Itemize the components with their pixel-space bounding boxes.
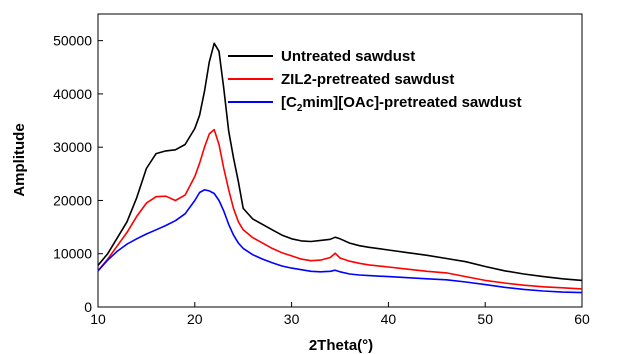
series-layer (97, 42, 583, 294)
x-tick-label: 20 (187, 311, 203, 327)
x-axis-ticks: 10 20 30 40 50 60 (90, 302, 590, 327)
legend-label-c2mim: [C2mim][OAc]-pretreated sawdust (281, 94, 522, 114)
y-tick-label: 10000 (53, 246, 92, 262)
legend-c2mim-subscript: 2 (297, 103, 303, 114)
legend-label-zil2: ZIL2-pretreated sawdust (281, 71, 454, 88)
legend: Untreated sawdust ZIL2-pretreated sawdus… (228, 48, 522, 114)
y-tick-label: 0 (84, 299, 92, 315)
series-line-0 (97, 42, 583, 282)
plot-area (97, 13, 583, 308)
x-tick-label: 50 (477, 311, 493, 327)
y-tick-label: 40000 (53, 86, 92, 102)
x-axis-title: 2Theta(°) (309, 337, 373, 354)
legend-label-untreated: Untreated sawdust (281, 48, 415, 65)
y-axis-ticks: 0 10000 20000 30000 40000 50000 (53, 33, 103, 315)
y-tick-label: 30000 (53, 139, 92, 155)
series-line-2 (97, 189, 583, 294)
x-tick-label: 10 (90, 311, 106, 327)
x-tick-label: 40 (381, 311, 397, 327)
y-tick-label: 20000 (53, 192, 92, 208)
legend-c2mim-suffix: mim][OAc]-pretreated sawdust (302, 94, 521, 111)
series-line-1 (97, 128, 583, 290)
y-axis-title: Amplitude (11, 123, 28, 196)
x-tick-label: 60 (574, 311, 590, 327)
legend-c2mim-prefix: [C (281, 94, 297, 111)
y-tick-label: 50000 (53, 33, 92, 49)
x-tick-label: 30 (284, 311, 300, 327)
plot-frame (97, 13, 583, 308)
